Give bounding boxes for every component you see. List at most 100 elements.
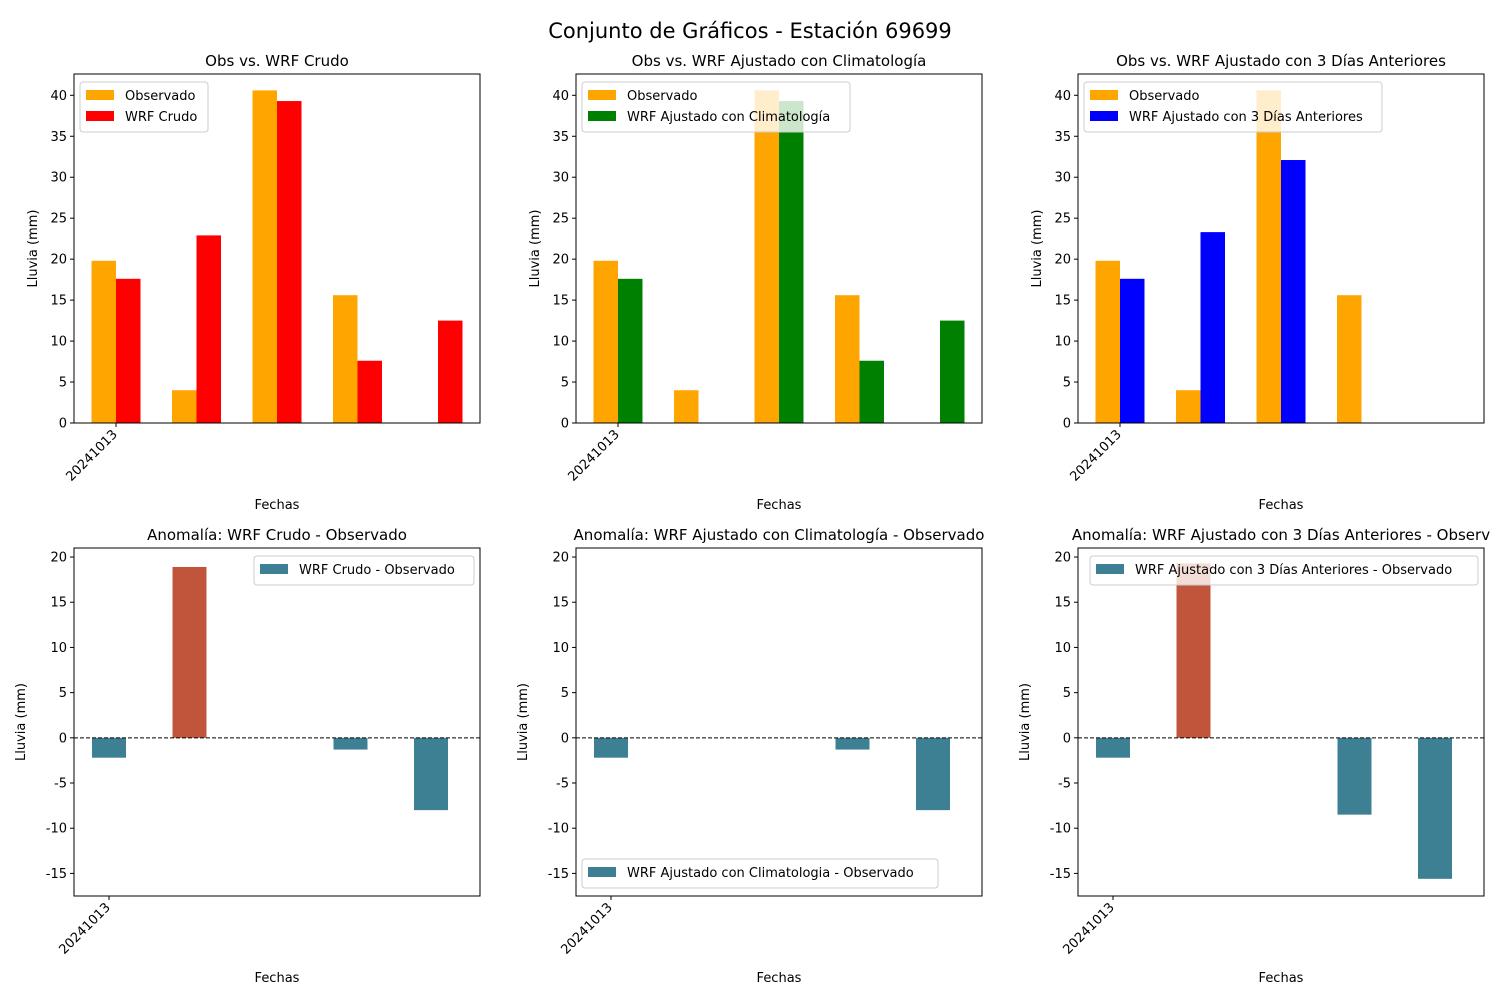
x-axis-label: Fechas — [1259, 971, 1304, 986]
y-tick-label: -5 — [54, 777, 67, 792]
bar — [91, 260, 116, 423]
legend-swatch — [1090, 111, 1118, 121]
y-tick-label: -10 — [1050, 822, 1071, 837]
y-tick-label: -15 — [46, 867, 67, 882]
y-tick-label: 10 — [1054, 335, 1071, 350]
legend-label: WRF Ajustado con Climatologia - Observad… — [627, 866, 914, 881]
y-tick-label: 25 — [1054, 212, 1071, 227]
bar — [333, 737, 368, 750]
bar — [172, 566, 207, 738]
y-tick-label: 20 — [50, 551, 67, 566]
legend-box — [253, 555, 475, 586]
bar — [277, 101, 302, 423]
panel-1: Obs vs. WRF Crudo 0 5 10 15 20 25 30 35 40 2024101… — [26, 52, 481, 513]
bar — [1281, 160, 1306, 424]
y-tick-label: -5 — [556, 777, 569, 792]
y-tick-label: 35 — [1054, 130, 1071, 145]
x-tick-label: 20241013 — [1060, 900, 1117, 957]
y-tick-label: 20 — [552, 551, 569, 566]
legend: WRF Ajustado con Climatologia - Observad… — [581, 858, 939, 889]
legend-label: WRF Crudo - Observado — [299, 563, 455, 578]
legend-label: WRF Crudo — [125, 110, 197, 125]
bar — [618, 278, 643, 423]
x-axis-label: Fechas — [255, 971, 300, 986]
bar — [1096, 737, 1130, 758]
y-axis-label: Lluvia (mm) — [516, 683, 531, 761]
panel-title: Obs vs. WRF Crudo — [205, 52, 349, 70]
legend-label: WRF Ajustado con 3 Días Anteriores - Obs… — [1135, 563, 1452, 578]
bar — [1120, 278, 1145, 423]
x-axis-label: Fechas — [1259, 498, 1304, 513]
legend: Observado WRF Ajustado con Climatología — [581, 81, 851, 133]
y-tick-label: 20 — [552, 253, 569, 268]
panel-4: Anomalía: WRF Crudo - Observado -15 -10 -5 0… — [14, 526, 481, 986]
x-tick-label: 20241013 — [63, 427, 120, 484]
bar — [1337, 295, 1362, 423]
y-tick-label: 5 — [59, 686, 67, 701]
bar — [252, 90, 277, 423]
legend-label: WRF Ajustado con Climatología — [627, 110, 830, 125]
bar — [1176, 390, 1201, 423]
y-axis-label: Lluvia (mm) — [1018, 683, 1033, 761]
y-tick-label: 5 — [561, 686, 569, 701]
panel-title: Anomalía: WRF Crudo - Observado — [147, 526, 407, 544]
panel-2: Obs vs. WRF Ajustado con Climatología 0 5 1… — [528, 52, 983, 513]
panel-3: Obs vs. WRF Ajustado con 3 Días Anterior… — [1030, 52, 1485, 513]
x-tick-label: 20241013 — [56, 900, 113, 957]
x-tick-label: 20241013 — [558, 900, 615, 957]
panel-title: Anomalía: WRF Ajustado con 3 Días Anteri… — [1072, 526, 1490, 544]
y-tick-label: 0 — [59, 417, 67, 432]
bar — [940, 320, 965, 423]
y-tick-label: 0 — [1063, 731, 1071, 746]
y-tick-label: 0 — [59, 731, 67, 746]
x-axis-label: Fechas — [757, 971, 802, 986]
bar — [1418, 737, 1452, 879]
y-tick-label: -15 — [548, 867, 569, 882]
legend-label: WRF Ajustado con 3 Días Anteriores — [1129, 110, 1363, 125]
legend-swatch — [588, 111, 616, 121]
legend-swatch — [1096, 564, 1124, 574]
panel-title: Obs vs. WRF Ajustado con 3 Días Anterior… — [1116, 52, 1446, 70]
bar — [835, 295, 860, 423]
bar — [859, 360, 884, 423]
legend-swatch — [588, 867, 616, 877]
y-tick-label: 0 — [561, 731, 569, 746]
x-tick-label: 20241013 — [1067, 427, 1124, 484]
bar — [754, 90, 779, 423]
x-tick-label: 20241013 — [565, 427, 622, 484]
y-tick-label: 15 — [1054, 294, 1071, 309]
x-axis-label: Fechas — [255, 498, 300, 513]
y-axis-label: Lluvia (mm) — [26, 210, 41, 288]
legend-swatch — [588, 90, 616, 100]
y-tick-label: 10 — [50, 641, 67, 656]
bar — [1200, 232, 1225, 423]
axes-frame — [73, 547, 481, 897]
figure-title: Conjunto de Gráficos - Estación 69699 — [548, 19, 952, 43]
y-tick-label: 10 — [552, 641, 569, 656]
panel-title: Anomalía: WRF Ajustado con Climatología … — [574, 526, 985, 544]
y-tick-label: 30 — [50, 171, 67, 186]
panel-title: Obs vs. WRF Ajustado con Climatología — [632, 52, 927, 70]
bar — [333, 295, 358, 423]
bar — [172, 390, 197, 423]
bar — [1095, 260, 1120, 423]
y-tick-label: -10 — [46, 822, 67, 837]
y-tick-label: -5 — [1058, 777, 1071, 792]
bar — [196, 235, 221, 423]
legend: WRF Ajustado con 3 Días Anteriores - Obs… — [1089, 555, 1479, 586]
legend-label: Observado — [1129, 89, 1200, 104]
legend-swatch — [86, 90, 114, 100]
axes-frame — [575, 73, 983, 424]
y-tick-label: 20 — [1054, 551, 1071, 566]
y-tick-label: 10 — [552, 335, 569, 350]
x-axis-label: Fechas — [757, 498, 802, 513]
legend-label: Observado — [627, 89, 698, 104]
legend-swatch — [1090, 90, 1118, 100]
y-axis-label: Lluvia (mm) — [1030, 210, 1045, 288]
y-tick-label: -10 — [548, 822, 569, 837]
y-tick-label: 30 — [1054, 171, 1071, 186]
bar — [1256, 90, 1281, 423]
panel-6: Anomalía: WRF Ajustado con 3 Días Anteri… — [1018, 526, 1490, 986]
